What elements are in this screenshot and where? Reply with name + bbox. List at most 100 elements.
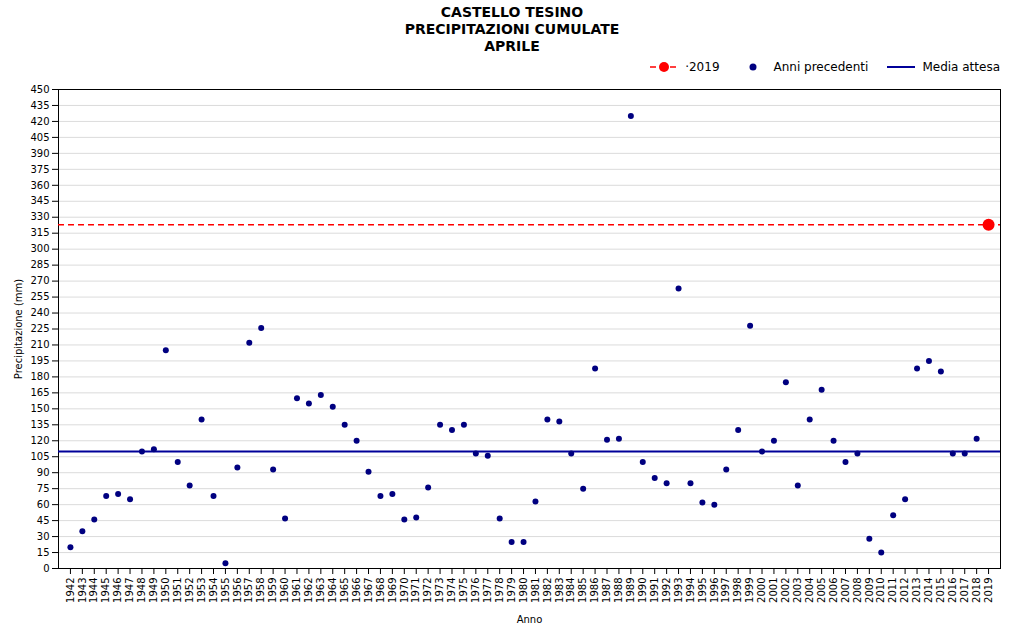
- svg-text:1960: 1960: [279, 578, 290, 603]
- svg-text:180: 180: [30, 371, 49, 382]
- svg-text:1942: 1942: [65, 578, 76, 603]
- svg-text:60: 60: [37, 499, 50, 510]
- svg-text:2001: 2001: [768, 578, 779, 603]
- svg-text:1965: 1965: [339, 578, 350, 603]
- svg-text:2015: 2015: [935, 578, 946, 603]
- svg-text:1963: 1963: [315, 578, 326, 603]
- svg-text:435: 435: [30, 100, 49, 111]
- svg-text:1953: 1953: [196, 578, 207, 603]
- svg-text:1956: 1956: [232, 578, 243, 603]
- svg-text:1944: 1944: [88, 578, 99, 603]
- svg-text:1968: 1968: [375, 578, 386, 603]
- svg-text:2007: 2007: [840, 578, 851, 603]
- svg-text:Precipitazione (mm): Precipitazione (mm): [13, 279, 24, 380]
- svg-text:330: 330: [30, 211, 49, 222]
- svg-text:450: 450: [30, 84, 49, 95]
- svg-text:210: 210: [30, 339, 49, 350]
- svg-text:1952: 1952: [184, 578, 195, 603]
- svg-text:1981: 1981: [530, 578, 541, 603]
- svg-text:15: 15: [37, 547, 50, 558]
- svg-text:1995: 1995: [697, 578, 708, 603]
- svg-text:1993: 1993: [673, 578, 684, 603]
- svg-text:2003: 2003: [792, 578, 803, 603]
- svg-text:1980: 1980: [518, 578, 529, 603]
- svg-text:2005: 2005: [816, 578, 827, 603]
- svg-text:1987: 1987: [601, 578, 612, 603]
- svg-text:150: 150: [30, 403, 49, 414]
- svg-text:1966: 1966: [351, 578, 362, 603]
- svg-text:1983: 1983: [554, 578, 565, 603]
- svg-text:30: 30: [37, 531, 50, 542]
- svg-text:2011: 2011: [887, 578, 898, 603]
- svg-text:2000: 2000: [756, 578, 767, 603]
- svg-text:1977: 1977: [482, 578, 493, 603]
- svg-text:1948: 1948: [136, 578, 147, 603]
- svg-text:1950: 1950: [160, 578, 171, 603]
- svg-text:390: 390: [30, 148, 49, 159]
- svg-text:2010: 2010: [875, 578, 886, 603]
- svg-text:270: 270: [30, 275, 49, 286]
- svg-text:1997: 1997: [720, 578, 731, 603]
- svg-text:1974: 1974: [446, 578, 457, 603]
- svg-text:1998: 1998: [732, 578, 743, 603]
- svg-text:1962: 1962: [303, 578, 314, 603]
- svg-text:1949: 1949: [148, 578, 159, 603]
- svg-text:1991: 1991: [649, 578, 660, 603]
- svg-text:2016: 2016: [947, 578, 958, 603]
- svg-text:1957: 1957: [243, 578, 254, 603]
- svg-text:360: 360: [30, 180, 49, 191]
- svg-text:285: 285: [30, 259, 49, 270]
- svg-text:2017: 2017: [959, 578, 970, 603]
- svg-text:2006: 2006: [828, 578, 839, 603]
- svg-text:1992: 1992: [661, 578, 672, 603]
- svg-text:1972: 1972: [422, 578, 433, 603]
- svg-text:1946: 1946: [112, 578, 123, 603]
- svg-text:1967: 1967: [363, 578, 374, 603]
- svg-text:2019: 2019: [983, 578, 994, 603]
- svg-text:1943: 1943: [77, 578, 88, 603]
- svg-text:2002: 2002: [780, 578, 791, 603]
- svg-text:1958: 1958: [255, 578, 266, 603]
- svg-text:1985: 1985: [577, 578, 588, 603]
- svg-text:1994: 1994: [685, 578, 696, 603]
- svg-text:195: 195: [30, 355, 49, 366]
- svg-text:45: 45: [37, 515, 50, 526]
- svg-text:1964: 1964: [327, 578, 338, 603]
- svg-text:1976: 1976: [470, 578, 481, 603]
- svg-text:225: 225: [30, 323, 49, 334]
- svg-text:2018: 2018: [971, 578, 982, 603]
- svg-text:2009: 2009: [864, 578, 875, 603]
- svg-text:1979: 1979: [506, 578, 517, 603]
- svg-text:2014: 2014: [923, 578, 934, 603]
- svg-text:90: 90: [37, 467, 50, 478]
- svg-text:1970: 1970: [398, 578, 409, 603]
- svg-text:Anno: Anno: [517, 614, 543, 625]
- svg-text:1951: 1951: [172, 578, 183, 603]
- svg-text:1973: 1973: [434, 578, 445, 603]
- svg-text:75: 75: [37, 483, 50, 494]
- svg-text:405: 405: [30, 132, 49, 143]
- svg-text:1988: 1988: [613, 578, 624, 603]
- svg-text:1999: 1999: [744, 578, 755, 603]
- svg-text:345: 345: [30, 195, 49, 206]
- svg-text:2008: 2008: [852, 578, 863, 603]
- svg-text:2012: 2012: [899, 578, 910, 603]
- svg-text:1986: 1986: [589, 578, 600, 603]
- svg-text:165: 165: [30, 387, 49, 398]
- svg-text:300: 300: [30, 243, 49, 254]
- svg-text:1978: 1978: [494, 578, 505, 603]
- svg-text:1945: 1945: [100, 578, 111, 603]
- svg-text:1959: 1959: [267, 578, 278, 603]
- svg-text:1955: 1955: [220, 578, 231, 603]
- svg-text:1954: 1954: [208, 578, 219, 603]
- svg-text:420: 420: [30, 116, 49, 127]
- svg-text:1969: 1969: [387, 578, 398, 603]
- svg-text:255: 255: [30, 291, 49, 302]
- svg-text:1975: 1975: [458, 578, 469, 603]
- svg-text:1990: 1990: [637, 578, 648, 603]
- svg-text:1961: 1961: [291, 578, 302, 603]
- svg-text:1982: 1982: [542, 578, 553, 603]
- svg-text:2013: 2013: [911, 578, 922, 603]
- svg-text:135: 135: [30, 419, 49, 430]
- svg-text:1989: 1989: [625, 578, 636, 603]
